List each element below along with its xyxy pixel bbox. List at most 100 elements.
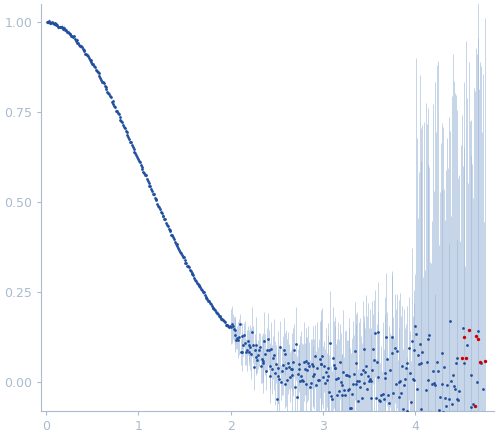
Point [446,416,454,423]
Point [236,320,244,327]
Point [228,321,236,328]
Point [159,213,167,220]
Point [393,347,401,354]
Point [397,390,405,397]
Point [118,119,126,126]
Point [476,413,484,420]
Point [431,433,439,437]
Point [446,317,454,324]
Point [422,386,430,393]
Point [245,348,252,355]
Point [149,191,157,198]
Point [366,375,374,382]
Point [400,382,408,389]
Point [315,377,323,384]
Point [363,386,371,393]
Point [213,309,221,316]
Point [389,389,397,396]
Point [177,250,185,257]
Point [151,195,159,202]
Point [332,376,340,383]
Point [173,241,181,248]
Point [264,335,272,342]
Point [116,114,124,121]
Point [83,52,91,59]
Point [395,378,403,385]
Point [133,154,141,161]
Point [386,366,394,373]
Point [135,157,143,164]
Point [124,132,131,139]
Point [250,364,258,371]
Point [113,108,121,115]
Point [138,166,146,173]
Point [190,274,198,281]
Point [322,369,330,376]
Point [80,46,88,53]
Point [128,141,136,148]
Point [450,382,458,389]
Point [319,374,327,381]
Point [307,380,315,387]
Point [339,382,347,389]
Point [211,307,219,314]
Point [369,346,377,353]
Point [51,21,59,28]
Point [403,408,411,415]
Point [73,37,81,44]
Point [184,263,192,270]
Point [309,372,317,379]
Point [87,57,95,64]
Point [304,359,312,366]
Point [154,202,162,209]
Point [437,410,445,417]
Point [424,376,432,383]
Point [115,111,123,118]
Point [124,133,132,140]
Point [169,234,177,241]
Point [147,185,155,192]
Point [281,350,289,357]
Point [467,372,475,379]
Point [410,377,418,384]
Point [381,370,389,377]
Point [464,424,472,431]
Point [431,381,439,388]
Point [61,26,69,33]
Point [449,372,457,379]
Point [470,415,478,422]
Point [176,249,184,256]
Point [198,286,206,293]
Point [134,156,142,163]
Point [86,57,94,64]
Point [302,358,310,365]
Point [412,331,420,338]
Point [377,392,385,399]
Point [276,344,284,351]
Point [82,51,90,58]
Point [359,367,367,374]
Point [141,172,149,179]
Point [84,52,92,59]
Point [46,19,54,26]
Point [246,342,253,349]
Point [54,23,62,30]
Point [268,366,276,373]
Point [232,336,240,343]
Point [472,333,480,340]
Point [428,380,436,387]
Point [337,378,345,385]
Point [109,98,117,105]
Point [280,381,288,388]
Point [203,295,211,302]
Point [443,382,451,389]
Point [328,396,336,403]
Point [180,253,188,260]
Point [140,170,148,177]
Point [418,349,426,356]
Point [368,377,375,384]
Point [325,388,333,395]
Point [398,362,406,369]
Point [170,235,178,242]
Point [239,349,247,356]
